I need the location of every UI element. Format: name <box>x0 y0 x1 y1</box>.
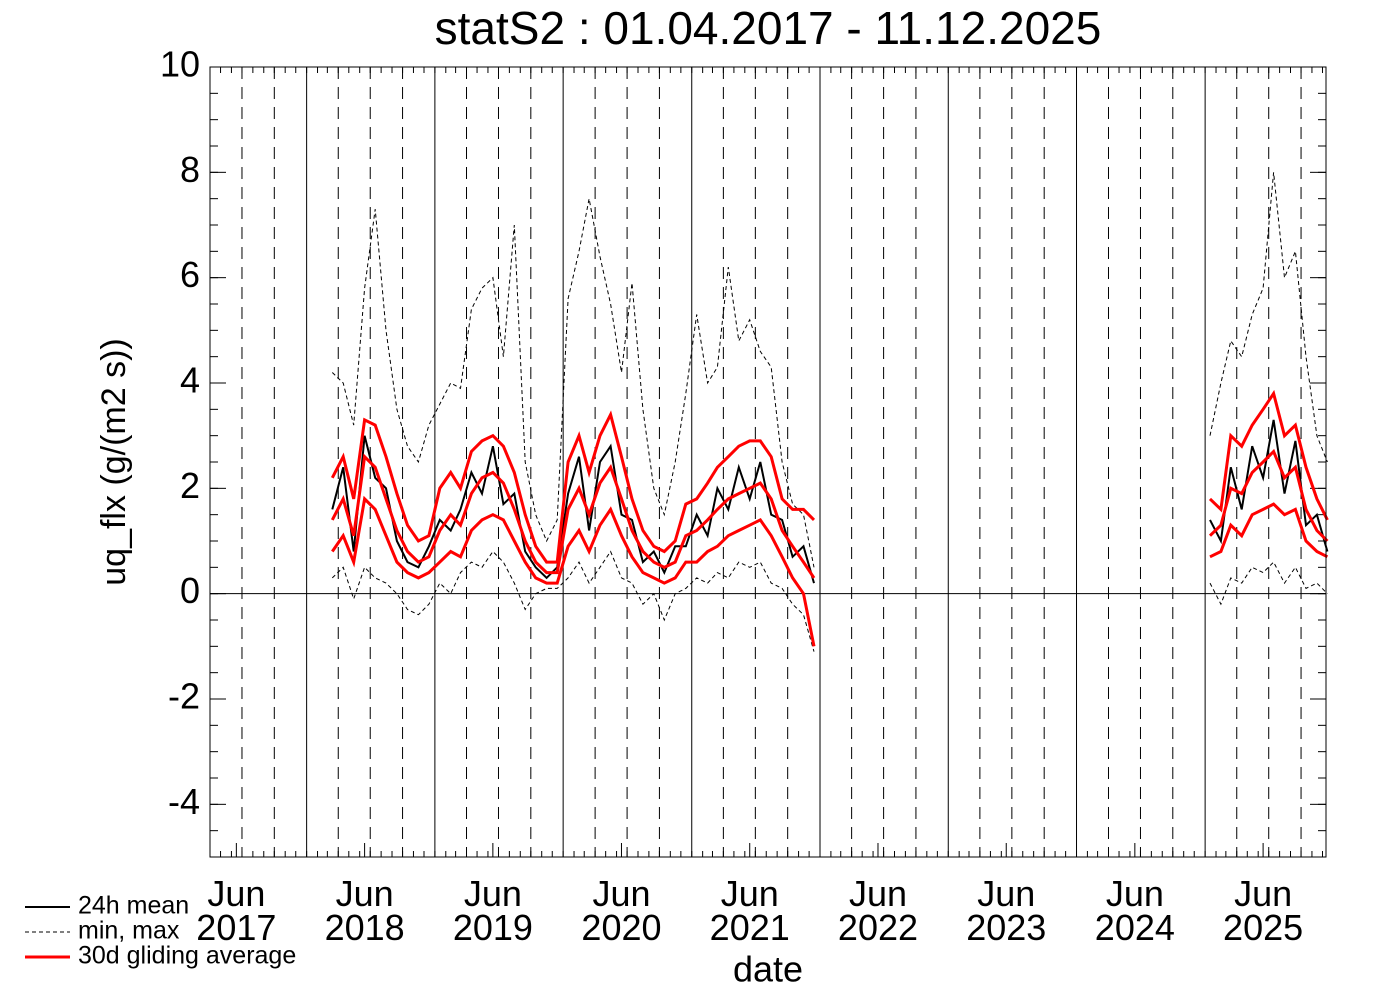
y-tick-label: 0 <box>180 570 200 611</box>
series-line <box>331 419 1329 584</box>
y-tick-label: 8 <box>180 149 200 190</box>
y-tick-label: 10 <box>160 44 200 85</box>
series-line <box>331 495 1329 647</box>
legend-label: 24h mean <box>78 892 189 920</box>
series-line <box>331 550 1328 652</box>
plot-frame <box>209 66 1327 858</box>
x-tick-label: Jun 2025 <box>1223 873 1304 948</box>
x-tick-label: Jun 2019 <box>452 873 533 948</box>
x-tick-label: Jun 2022 <box>837 873 919 948</box>
x-tick-label: Jun 2024 <box>1094 873 1175 948</box>
x-axis-label: date <box>733 949 803 990</box>
chart-title: statS2 : 01.04.2017 - 11.12.2025 <box>435 2 1102 54</box>
y-tick-label: -2 <box>168 676 200 717</box>
series-line <box>330 448 1329 579</box>
y-tick-label: -4 <box>168 781 200 822</box>
legend-label: 30d gliding average <box>78 942 296 970</box>
x-tick-label: Jun 2017 <box>196 873 277 948</box>
y-tick-label: 6 <box>180 254 200 295</box>
x-tick-label: Jun 2018 <box>324 873 405 948</box>
legend-label: min, max <box>78 917 180 945</box>
series-line <box>331 172 1328 568</box>
series-line <box>330 389 1329 564</box>
x-tick-label: Jun 2021 <box>709 873 790 948</box>
y-tick-label: 4 <box>180 360 200 401</box>
x-tick-label: Jun 2020 <box>581 873 662 948</box>
y-axis-label: uq_flx (g/(m2 s)) <box>95 338 133 586</box>
y-tick-label: 2 <box>180 465 200 506</box>
x-tick-label: Jun 2023 <box>966 873 1047 948</box>
